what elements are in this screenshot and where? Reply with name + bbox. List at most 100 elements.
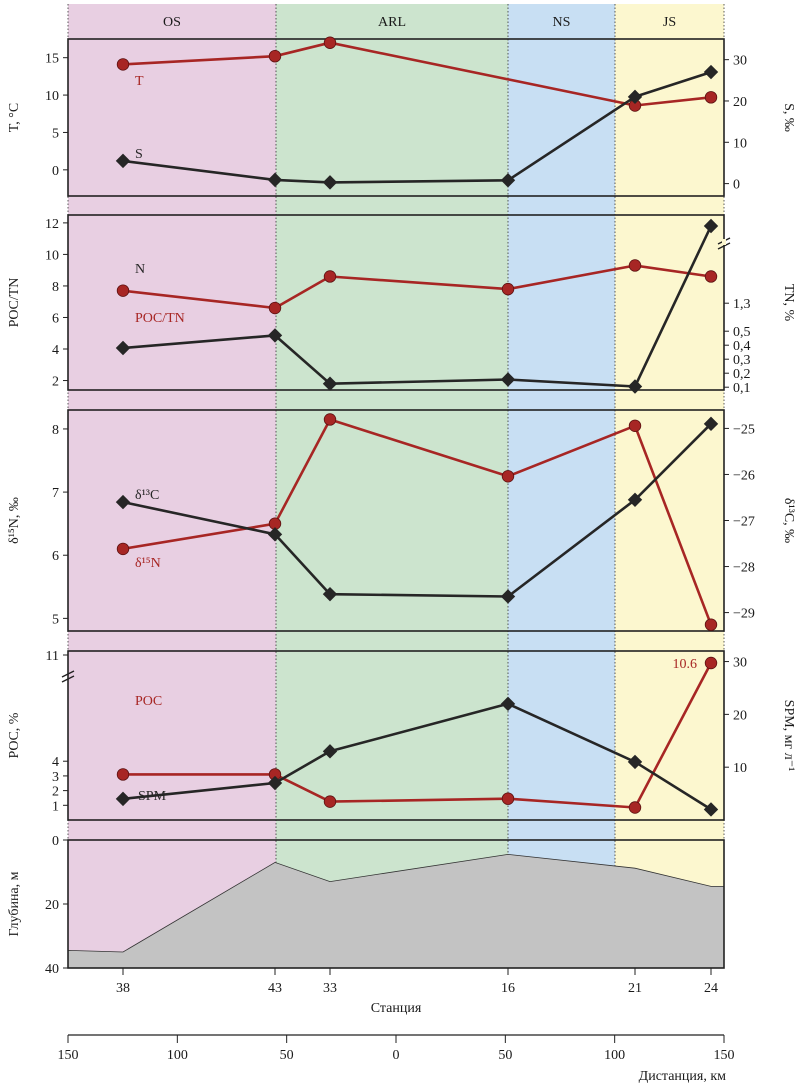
tick-label-left: 2	[52, 375, 59, 390]
data-point-diamond	[500, 173, 516, 188]
data-point-diamond	[322, 744, 338, 759]
zone-band-os	[68, 4, 276, 968]
zone-label-ns: NS	[553, 15, 571, 30]
tick-label-right: 0,3	[733, 353, 751, 368]
tick-label-right: −26	[733, 468, 755, 483]
data-point-diamond	[115, 791, 131, 807]
series-label: SPM	[138, 789, 167, 804]
series-line-1	[122, 225, 713, 388]
tick-label-left: 3	[52, 770, 59, 785]
panel-frame	[67, 38, 725, 197]
tick-label-left: 5	[52, 612, 59, 627]
data-point-circle	[501, 470, 515, 483]
series-label: S	[135, 147, 143, 162]
tick-label-left: 6	[52, 311, 59, 326]
data-point-diamond	[267, 527, 283, 542]
distance-axis-label: Дистанция, км	[639, 1069, 726, 1084]
tick-label-right: −29	[733, 607, 755, 622]
tick-label-left: 8	[52, 423, 59, 438]
tick-label-right: 10	[733, 136, 747, 151]
zone-band-ns	[508, 4, 615, 968]
tick-label-right: 0,1	[733, 381, 751, 396]
zone-label-arl: ARL	[378, 15, 406, 30]
series-line-0	[123, 662, 713, 809]
series-line-1	[122, 422, 712, 598]
annotation-poc-max: 10.6	[673, 657, 698, 672]
tick-label-right: −25	[733, 422, 755, 437]
ylabel-right: S, ‰	[781, 103, 796, 132]
tick-label-right: 10	[733, 761, 747, 776]
data-point-circle	[628, 419, 642, 432]
data-point-diamond	[500, 589, 516, 604]
tick-label-left: 0	[52, 164, 59, 179]
data-point-circle	[704, 618, 718, 631]
data-point-circle	[116, 58, 130, 71]
data-point-circle	[323, 36, 337, 49]
data-point-circle	[704, 270, 718, 283]
station-label: 38	[116, 981, 130, 996]
ylabel-left: POC, %	[7, 712, 22, 758]
ylabel-left: T, °C	[7, 103, 22, 132]
data-point-diamond	[627, 754, 643, 770]
data-point-circle	[704, 91, 718, 104]
data-point-diamond	[267, 172, 283, 188]
tick-label-left: 4	[52, 343, 59, 358]
series-label: δ¹³C	[135, 488, 159, 503]
distance-axis: 150 100 50 0 50 100 150 Дистанция, км	[58, 1034, 735, 1084]
zone-label-js: JS	[663, 15, 676, 30]
data-point-diamond	[322, 175, 338, 190]
station-axis-label: Станция	[371, 1001, 422, 1016]
data-point-diamond	[627, 492, 643, 507]
tick-label-right: −28	[733, 561, 755, 576]
zone-band-js	[615, 4, 724, 968]
ylabel-left: POC/TN	[7, 278, 22, 328]
data-point-circle	[116, 542, 130, 556]
ylabel-right: TN, %	[781, 284, 796, 322]
data-point-diamond	[500, 696, 516, 712]
series-line-1	[122, 70, 712, 184]
data-point-diamond	[322, 376, 338, 391]
tick-label-right: 1,3	[733, 297, 751, 312]
data-point-diamond	[703, 218, 719, 234]
data-point-diamond	[500, 372, 516, 387]
panel-3: 5 6 7 8 −29 −28 −27 −26 −25 δ¹⁵N, ‰ δ¹³C, ‰	[7, 409, 796, 632]
distance-tick-label: 50	[498, 1048, 512, 1063]
zone-label-os: OS	[163, 15, 181, 30]
data-point-circle	[268, 49, 282, 63]
distance-tick-label: 100	[167, 1048, 188, 1063]
panel-2: 2 4 6 8 10 12 0,10,20,30,40,5 1,3 POC/TN TN, %	[7, 214, 796, 396]
station-label: 16	[501, 981, 515, 996]
tick-label-right: 0,2	[733, 367, 751, 382]
panel-1: 0 5 10 15 0 10 20 30 T, °C S, ‰	[7, 36, 796, 197]
series-label: N	[135, 262, 145, 277]
station-label: 33	[323, 981, 337, 996]
data-point-diamond	[627, 379, 643, 394]
data-point-diamond	[627, 89, 643, 105]
data-point-diamond	[703, 64, 719, 80]
data-point-diamond	[703, 802, 719, 817]
series-label: T	[135, 74, 144, 89]
data-point-circle	[628, 801, 642, 814]
data-point-circle	[116, 284, 130, 297]
ylabel-left: δ¹⁵N, ‰	[7, 497, 22, 544]
tick-label-left: 12	[45, 217, 59, 232]
ylabel-right: SPM, мг л⁻¹	[781, 700, 796, 772]
data-point-circle	[704, 656, 718, 670]
data-point-diamond	[267, 775, 283, 791]
tick-label-left: 11	[46, 649, 59, 664]
data-point-circle	[323, 795, 337, 808]
zone-labels: OS ARL NS JS	[163, 15, 676, 30]
ylabel-right: δ¹³C, ‰	[781, 498, 796, 543]
distance-tick-label: 0	[393, 1048, 400, 1063]
zone-band-arl	[276, 4, 508, 968]
tick-label-right: 0,4	[733, 339, 751, 354]
tick-label-right: 20	[733, 95, 747, 110]
axis-break-left	[61, 675, 75, 683]
data-point-circle	[116, 768, 130, 781]
series-label: δ¹⁵N	[135, 556, 161, 571]
distance-tick-label: 150	[714, 1048, 735, 1063]
data-point-diamond	[115, 153, 131, 169]
tick-label-right: 20	[733, 708, 747, 723]
